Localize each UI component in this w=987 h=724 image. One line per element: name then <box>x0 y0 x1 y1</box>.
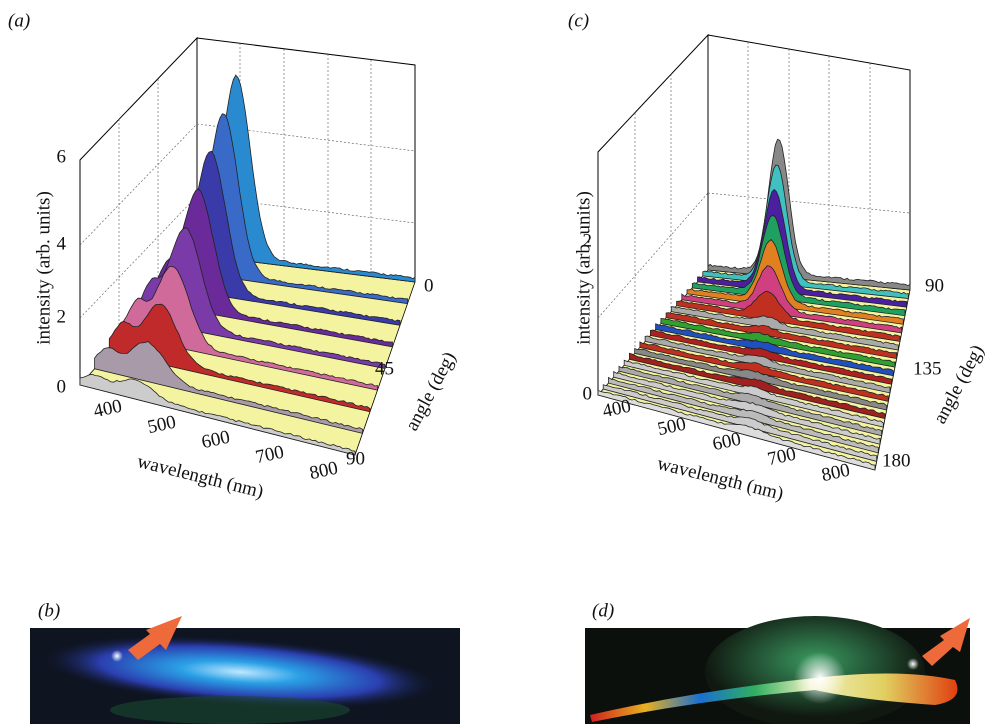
spectrum <box>123 265 378 391</box>
spot <box>111 650 123 662</box>
y-tick-label: 6 <box>57 146 67 167</box>
spectra <box>79 74 416 456</box>
arrow <box>128 616 182 660</box>
x-tick-label: 600 <box>711 429 743 455</box>
z-tick-label: 45 <box>375 358 394 379</box>
spectrum <box>639 341 889 402</box>
wall-grid <box>597 42 911 353</box>
z-tick-label: 135 <box>913 358 942 379</box>
y-tick-label: 0 <box>57 376 67 397</box>
spectrum <box>618 365 883 437</box>
core <box>794 652 846 704</box>
photo-b <box>30 616 460 724</box>
panel-a-plot <box>79 36 416 456</box>
y-tick-label: 4 <box>57 233 67 254</box>
x-tick-label: 700 <box>766 444 798 470</box>
z-tick-label: 0 <box>424 275 434 296</box>
spectrum <box>691 215 906 317</box>
spectrum <box>644 335 891 394</box>
spectrum <box>152 188 393 348</box>
y-axis-title: intensity (arb. units) <box>573 191 594 345</box>
spectrum <box>597 389 876 471</box>
spectrum <box>665 312 898 360</box>
z-axis-title: angle (deg) <box>930 342 987 428</box>
panel-label: (a) <box>8 10 30 31</box>
right-wall <box>196 37 416 282</box>
spectrum <box>686 238 904 325</box>
spot <box>907 658 919 670</box>
left-wall <box>79 36 198 385</box>
spectrum <box>613 370 881 445</box>
x-tick-label: 500 <box>656 414 688 440</box>
y-tick-label: 2 <box>583 230 593 251</box>
spectrum <box>196 74 416 283</box>
panel-c-plot <box>597 33 911 471</box>
panel-label: (d) <box>592 600 614 621</box>
spectrum <box>681 265 903 334</box>
spectrum <box>623 359 884 428</box>
x-tick-label: 800 <box>308 458 340 484</box>
z-tick-label: 90 <box>346 448 365 469</box>
spectrum <box>628 352 886 420</box>
glow <box>110 696 350 724</box>
spectrum <box>670 306 899 351</box>
x-axis-title: wavelength (nm) <box>655 453 786 505</box>
spectra <box>597 138 911 471</box>
spectrum <box>108 303 371 413</box>
spectrum <box>660 318 896 368</box>
panel-label: (b) <box>38 600 60 621</box>
x-tick-label: 500 <box>146 412 178 438</box>
spectrum <box>649 329 893 385</box>
spectrum <box>676 290 901 342</box>
x-tick-label: 800 <box>820 460 852 486</box>
panel-label: (c) <box>568 10 589 31</box>
arrow <box>922 618 970 666</box>
x-axis-title: wavelength (nm) <box>135 451 266 503</box>
x-tick-label: 700 <box>254 442 286 468</box>
z-axis-title: angle (deg) <box>402 349 461 435</box>
spectrum <box>167 150 401 326</box>
spectrum <box>94 341 363 434</box>
x-tick-label: 600 <box>200 427 232 453</box>
left-wall <box>597 33 709 395</box>
jet <box>590 673 958 722</box>
spectrum <box>634 347 888 411</box>
z-tick-label: 90 <box>925 275 944 296</box>
x-tick-label: 400 <box>92 396 124 422</box>
x-tick-label: 400 <box>601 396 633 422</box>
spectrum <box>602 384 878 462</box>
spectrum <box>608 376 879 454</box>
photo-d <box>585 616 970 724</box>
spectrum <box>181 113 408 305</box>
y-axis-title: intensity (arb. units) <box>33 191 54 345</box>
spectrum <box>79 373 356 456</box>
spectrum <box>707 138 911 291</box>
spectrum <box>655 323 894 377</box>
y-tick-label: 2 <box>57 306 67 327</box>
y-tick-label: 0 <box>583 383 593 404</box>
spectrum <box>697 188 908 308</box>
spectrum <box>702 164 909 300</box>
right-wall <box>707 34 911 290</box>
z-tick-label: 180 <box>882 450 911 471</box>
